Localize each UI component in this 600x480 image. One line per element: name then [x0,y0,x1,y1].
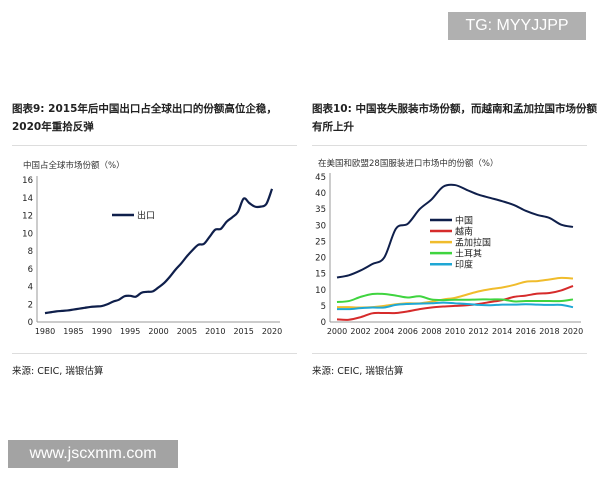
y-tick-label: 6 [28,265,33,275]
x-tick-label: 2005 [177,327,197,336]
x-tick-label: 2008 [421,327,441,336]
chart1-divider [12,145,297,146]
chart2-title: 图表10: 中国丧失服装市场份额，而越南和孟加拉国市场份额有所上升 [312,103,597,133]
legend-label: 孟加拉国 [455,237,491,249]
x-tick-label: 2018 [539,327,559,336]
x-tick-label: 1995 [120,327,140,336]
y-tick-label: 2 [28,300,33,310]
chart1-y-axis-label: 中国占全球市场份额（%） [23,160,125,171]
x-tick-label: 2014 [492,327,512,336]
legend-label: 印度 [455,259,473,271]
legend-label: 越南 [455,226,473,238]
chart2-y-axis-label: 在美国和欧盟28国服装进口市场中的份额（%） [318,158,498,169]
watermark-website: www.jscxmm.com [8,440,178,468]
y-tick-label: 8 [28,247,33,257]
x-tick-label: 2012 [468,327,488,336]
x-tick-label: 2010 [205,327,225,336]
y-tick-label: 14 [22,194,33,204]
chart2-source: 来源: CEIC, 瑞银估算 [312,366,404,377]
chart1-source: 来源: CEIC, 瑞银估算 [12,366,104,377]
legend-label: 中国 [455,215,473,227]
x-tick-label: 2006 [398,327,418,336]
y-tick-label: 45 [315,173,326,183]
y-tick-label: 4 [28,283,33,293]
y-tick-label: 25 [315,237,326,247]
series-line-2-3 [336,292,574,304]
chart1-bottom-divider [12,353,297,354]
x-tick-label: 2000 [148,327,168,336]
y-tick-label: 0 [321,318,326,328]
series-line-2-4 [336,301,574,311]
y-tick-label: 16 [22,176,33,186]
legend-label: 出口 [137,210,155,222]
x-tick-label: 2020 [262,327,282,336]
y-tick-label: 40 [315,189,326,199]
y-tick-label: 10 [315,286,326,296]
series-line-2-0 [336,183,574,279]
x-tick-label: 2015 [233,327,253,336]
legend-label: 土耳其 [455,248,482,260]
y-tick-label: 15 [315,270,326,280]
x-tick-label: 2002 [350,327,370,336]
y-tick-label: 30 [315,221,326,231]
x-tick-label: 2004 [374,327,394,336]
series-line-1-0 [44,188,274,315]
x-tick-label: 1985 [63,327,83,336]
x-tick-label: 1980 [35,327,55,336]
chart2-bottom-divider [312,353,587,354]
y-tick-label: 5 [321,302,326,312]
x-tick-label: 2020 [563,327,583,336]
y-tick-label: 20 [315,254,326,264]
y-tick-label: 10 [22,229,33,239]
series-line-2-1 [336,284,574,321]
x-tick-label: 2016 [516,327,536,336]
x-tick-label: 2000 [327,327,347,336]
x-tick-label: 1990 [92,327,112,336]
y-tick-label: 35 [315,205,326,215]
watermark-telegram: TG: MYYJJPP [448,12,586,40]
y-tick-label: 0 [28,318,33,328]
chart1-title: 图表9: 2015年后中国出口占全球出口的份额高位企稳，2020年重拾反弹 [12,103,277,133]
y-tick-label: 12 [22,212,33,222]
chart2-divider [312,145,587,146]
x-tick-label: 2010 [445,327,465,336]
